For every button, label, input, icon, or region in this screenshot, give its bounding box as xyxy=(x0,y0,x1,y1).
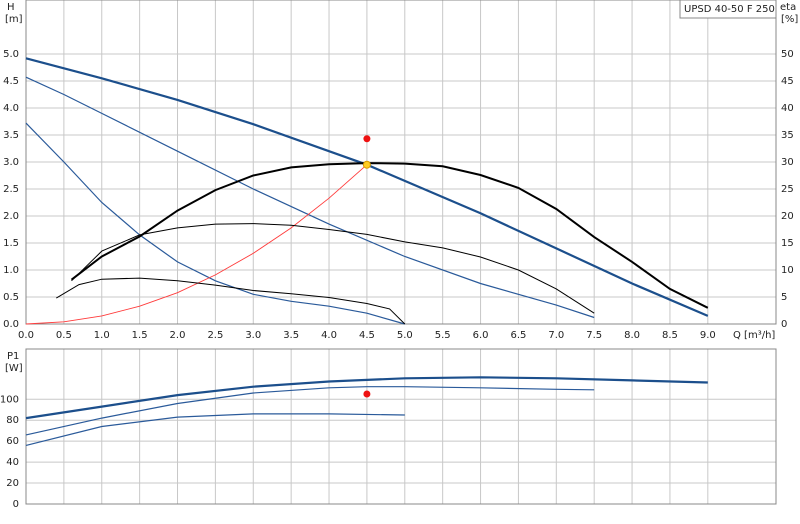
y-axis-unit: [m] xyxy=(5,14,23,25)
y-tick-label: 1.0 xyxy=(3,265,19,276)
y-tick-label: 40 xyxy=(6,457,19,468)
y-axis-label: H xyxy=(7,2,15,13)
x-tick-label: 5.5 xyxy=(435,330,451,341)
x-tick-label: 0.5 xyxy=(56,330,72,341)
x-tick-label: 2.5 xyxy=(207,330,223,341)
curve xyxy=(25,122,405,325)
curve xyxy=(25,386,595,436)
x-axis-label: Q [m³/h] xyxy=(733,330,775,341)
y-tick-label: 4.0 xyxy=(3,103,19,114)
marker xyxy=(363,390,371,398)
curve xyxy=(56,277,406,325)
y-tick-label: 3.0 xyxy=(3,157,19,168)
y2-axis-label: eta xyxy=(780,2,796,13)
y-tick-label: 0 xyxy=(13,499,19,510)
y2-tick-label: 40 xyxy=(781,103,794,114)
y-tick-label: 100 xyxy=(0,394,19,405)
curve xyxy=(25,76,595,319)
x-tick-label: 7.5 xyxy=(586,330,602,341)
x-tick-label: 1.0 xyxy=(94,330,110,341)
y2-tick-label: 30 xyxy=(781,157,794,168)
y2-axis-unit: [%] xyxy=(781,14,798,25)
plot-frame xyxy=(25,348,777,505)
curve xyxy=(70,162,709,309)
curve xyxy=(71,223,595,314)
x-tick-label: 5.0 xyxy=(397,330,413,341)
x-tick-label: 0.0 xyxy=(18,330,34,341)
x-tick-label: 8.0 xyxy=(624,330,640,341)
y2-tick-label: 45 xyxy=(781,76,794,87)
y-tick-label: 80 xyxy=(6,415,19,426)
x-tick-label: 8.5 xyxy=(662,330,678,341)
y2-tick-label: 20 xyxy=(781,211,794,222)
x-tick-label: 4.0 xyxy=(321,330,337,341)
y-tick-label: 4.5 xyxy=(3,76,19,87)
y2-tick-label: 35 xyxy=(781,130,794,141)
plot-frame xyxy=(25,0,777,325)
x-tick-label: 1.5 xyxy=(132,330,148,341)
x-tick-label: 4.5 xyxy=(359,330,375,341)
y-tick-label: 2.0 xyxy=(3,211,19,222)
y-axis-label: P1 xyxy=(7,351,19,362)
x-tick-label: 6.0 xyxy=(473,330,489,341)
y-tick-label: 5.0 xyxy=(3,49,19,60)
y2-tick-label: 0 xyxy=(781,319,787,330)
y2-tick-label: 25 xyxy=(781,184,794,195)
y2-tick-label: 5 xyxy=(781,292,787,303)
curve xyxy=(25,376,708,420)
y-tick-label: 1.5 xyxy=(3,238,19,249)
x-tick-label: 2.0 xyxy=(170,330,186,341)
chart-title: UPSD 40-50 F 250 xyxy=(684,4,775,15)
x-tick-label: 3.5 xyxy=(283,330,299,341)
y-tick-label: 0.5 xyxy=(3,292,19,303)
y-tick-label: 20 xyxy=(6,478,19,489)
x-tick-label: 9.0 xyxy=(700,330,716,341)
x-tick-label: 3.0 xyxy=(245,330,261,341)
y-axis-unit: [W] xyxy=(5,363,23,374)
marker xyxy=(362,160,371,169)
x-tick-label: 6.5 xyxy=(510,330,526,341)
title-box xyxy=(679,0,777,19)
y-tick-label: 60 xyxy=(6,436,19,447)
y2-tick-label: 10 xyxy=(781,265,794,276)
y-tick-label: 0.0 xyxy=(3,319,19,330)
marker xyxy=(363,135,371,143)
y2-tick-label: 15 xyxy=(781,238,794,249)
y-tick-label: 3.5 xyxy=(3,130,19,141)
y-tick-label: 2.5 xyxy=(3,184,19,195)
y2-tick-label: 50 xyxy=(781,49,794,60)
curve xyxy=(25,164,368,325)
x-tick-label: 7.0 xyxy=(548,330,564,341)
curve xyxy=(25,413,405,446)
